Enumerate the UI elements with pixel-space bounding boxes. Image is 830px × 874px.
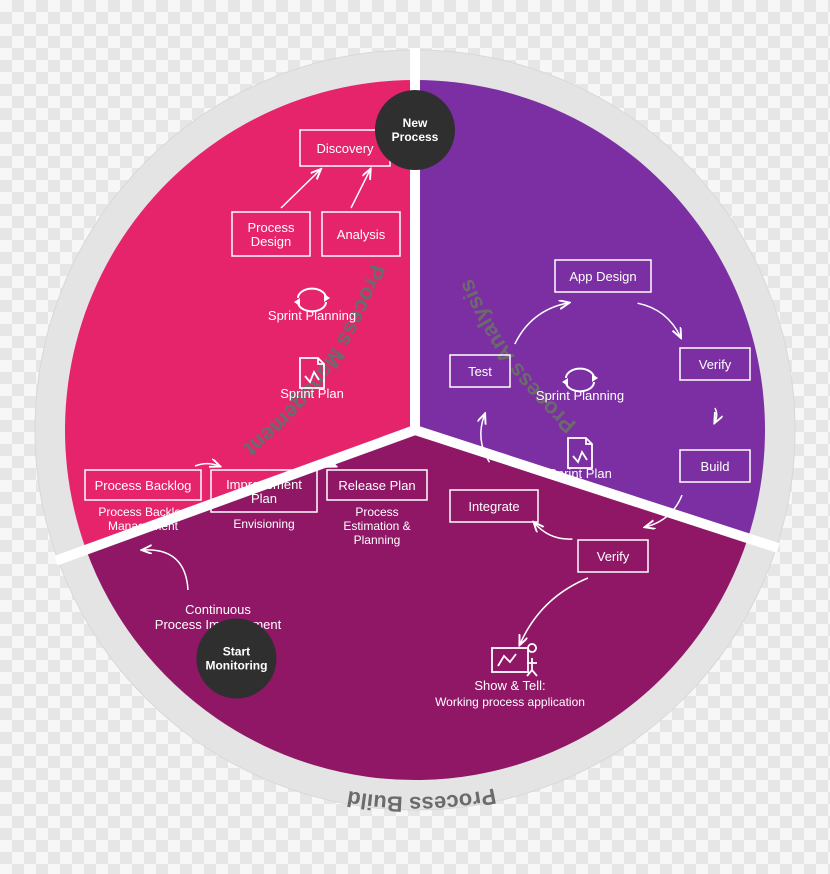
label-sprint-planning-b: Sprint Planning xyxy=(536,388,624,403)
box-discovery-label: Discovery xyxy=(316,141,374,156)
badge-start_monitoring-label: Monitoring xyxy=(205,659,267,673)
box-verify1-label: Verify xyxy=(699,357,732,372)
box-process-design-label: Design xyxy=(251,234,291,249)
badge-start_monitoring-label: Start xyxy=(223,645,250,659)
label-showtell-title: Show & Tell: xyxy=(474,678,545,693)
diagram-root: Process Analysis Process Build Process Man… xyxy=(35,48,795,817)
sub-release: Planning xyxy=(354,533,401,547)
sub-backlog: Management xyxy=(108,519,179,533)
sub-release: Process xyxy=(355,505,398,519)
box-improve-label: Improvement xyxy=(226,477,302,492)
badge-new_process-label: New xyxy=(403,116,428,130)
box-app_design-label: App Design xyxy=(569,269,636,284)
badge-new_process-label: Process xyxy=(392,130,439,144)
sub-improve: Envisioning xyxy=(233,517,294,531)
label-sprint-plan-b: Sprint Plan xyxy=(548,466,612,481)
box-build_box-label: Build xyxy=(701,459,730,474)
box-process-design-label: Process xyxy=(248,220,295,235)
label-cpi: Continuous xyxy=(185,602,251,617)
box-integrate-label: Integrate xyxy=(468,499,519,514)
box-verify2-label: Verify xyxy=(597,549,630,564)
sub-release: Estimation & xyxy=(343,519,410,533)
box-backlog-label: Process Backlog xyxy=(95,478,192,493)
box-test-label: Test xyxy=(468,364,492,379)
label-showtell-sub: Working process application xyxy=(435,695,585,709)
label-sprint-plan-a: Sprint Plan xyxy=(280,386,344,401)
box-improve-label: Plan xyxy=(251,491,277,506)
box-analysis-label: Analysis xyxy=(337,227,386,242)
box-release-label: Release Plan xyxy=(338,478,415,493)
label-sprint-planning-a: Sprint Planning xyxy=(268,308,356,323)
diagram-svg: Process Analysis Process Build Process Man… xyxy=(0,0,830,874)
sub-backlog: Process Backlog xyxy=(98,505,187,519)
